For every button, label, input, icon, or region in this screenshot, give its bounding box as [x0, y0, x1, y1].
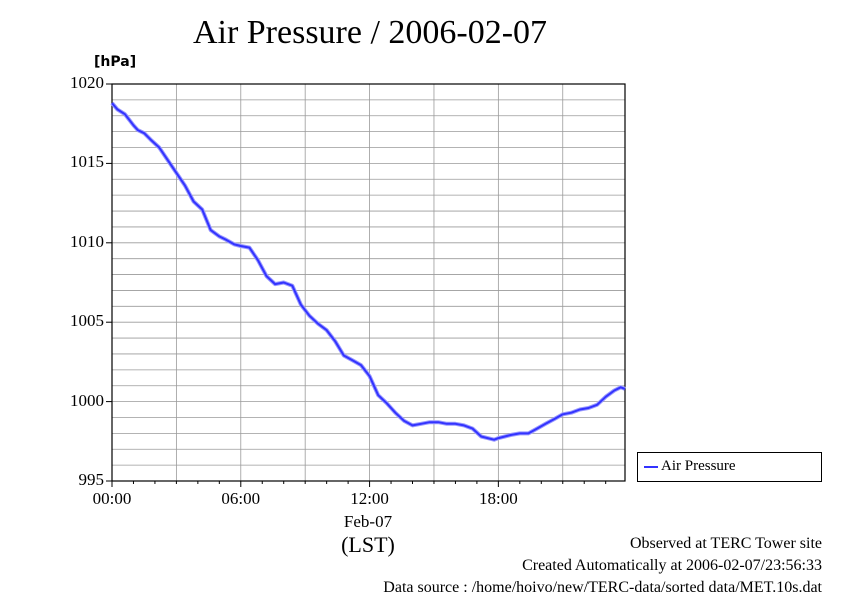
legend-label-air-pressure: Air Pressure — [661, 458, 736, 474]
chart-title: Air Pressure / 2006-02-07 — [192, 14, 548, 51]
x-tick-label: 00:00 — [92, 489, 132, 508]
x-tick-label: 06:00 — [221, 489, 261, 508]
y-tick-label: 1000 — [70, 390, 104, 410]
x-axis-date-label: Feb-07 — [343, 512, 393, 531]
y-tick-label: 1010 — [70, 231, 104, 251]
footer-observation-site: Observed at TERC Tower site — [629, 535, 822, 552]
plot-frame — [111, 83, 626, 482]
footer-created-time: Created Automatically at 2006-02-07/23:5… — [522, 557, 822, 574]
y-axis-unit-label: [hPa] — [94, 54, 137, 70]
y-tick-label: 1015 — [70, 152, 104, 172]
x-tick-label: 18:00 — [478, 489, 518, 508]
series-line-air-pressure — [111, 102, 626, 441]
y-tick-label: 995 — [78, 470, 105, 489]
series-line-halo-0 — [110, 101, 626, 442]
legend-swatch-air-pressure — [644, 466, 658, 468]
footer-data-source: Data source : /home/hoivo/new/TERC-data/… — [383, 579, 822, 596]
x-axis-title: (LST) — [341, 532, 395, 557]
x-tick-label: 12:00 — [350, 489, 389, 508]
y-tick-label: 1005 — [70, 311, 104, 331]
legend: Air Pressure — [637, 452, 822, 482]
y-tick-label: 1020 — [70, 73, 104, 92]
